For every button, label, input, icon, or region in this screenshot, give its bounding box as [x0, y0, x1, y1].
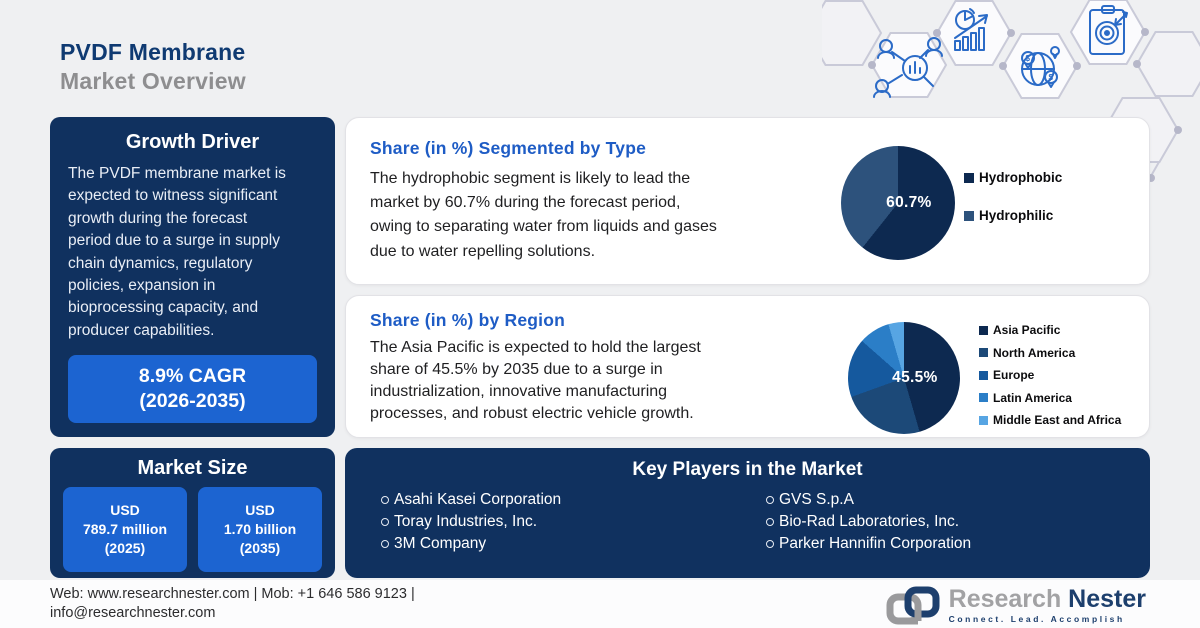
key-player-item: GVS S.p.A	[766, 491, 971, 509]
hexagon-outline	[1135, 31, 1200, 97]
page-title-line1: PVDF Membrane	[60, 39, 246, 65]
legend-item: Latin America	[979, 391, 1121, 405]
region-pie-legend: Asia Pacific North America Europe Latin …	[979, 323, 1121, 436]
share-by-region-card: Share (in %) by Region The Asia Pacific …	[345, 295, 1150, 438]
key-player-item: Toray Industries, Inc.	[381, 513, 766, 531]
market-size-title: Market Size	[137, 457, 248, 479]
logo-tagline: Connect. Lead. Accomplish	[948, 613, 1125, 624]
hexagon-tile	[870, 32, 948, 98]
circle-bullet-icon	[766, 518, 774, 526]
share-by-type-card: Share (in %) Segmented by Type The hydro…	[345, 117, 1150, 285]
circle-bullet-icon	[766, 496, 774, 504]
page-title: PVDF Membrane Market Overview	[60, 38, 246, 96]
key-players-panel: Key Players in the Market Asahi Kasei Co…	[345, 448, 1150, 578]
hexagon-outline	[822, 0, 883, 66]
key-player-item: Bio-Rad Laboratories, Inc.	[766, 513, 971, 531]
footer-contact-info: Web: www.researchnester.com | Mob: +1 64…	[50, 586, 415, 621]
growth-driver-body: The PVDF membrane market is expected to …	[68, 165, 286, 339]
legend-swatch	[979, 325, 988, 335]
cagr-badge: 8.9% CAGR (2026-2035)	[68, 355, 317, 424]
legend-item: North America	[979, 346, 1121, 360]
type-pie-label: 60.7%	[886, 194, 932, 211]
footer: Web: www.researchnester.com | Mob: +1 64…	[0, 580, 1200, 628]
market-size-2025-card: USD 789.7 million (2025)	[63, 487, 187, 572]
share-by-region-heading: Share (in %) by Region	[370, 310, 565, 330]
hexagon-tile	[1001, 33, 1079, 99]
market-research-icon	[873, 37, 943, 98]
svg-text:$: $	[1026, 54, 1031, 63]
logo-wordmark: Research Nester	[948, 584, 1146, 613]
legend-swatch	[964, 172, 974, 183]
circle-bullet-icon	[381, 518, 389, 526]
circle-bullet-icon	[766, 540, 774, 548]
region-pie-label: 45.5%	[892, 369, 938, 386]
circle-bullet-icon	[381, 540, 389, 548]
legend-item: Europe	[979, 368, 1121, 382]
share-by-type-heading: Share (in %) Segmented by Type	[370, 138, 647, 158]
legend-item: Hydrophobic	[964, 170, 1062, 185]
legend-item: Asia Pacific	[979, 323, 1121, 337]
growth-driver-panel: Growth Driver The PVDF membrane market i…	[50, 117, 335, 437]
circle-bullet-icon	[381, 496, 389, 504]
type-pie-chart: 60.7%	[841, 146, 955, 260]
share-by-region-body: The Asia Pacific is expected to hold the…	[370, 339, 701, 422]
legend-swatch	[979, 348, 988, 357]
market-size-panel: Market Size USD 789.7 million (2025) USD…	[50, 448, 335, 578]
chain-links-logo-icon	[886, 586, 940, 625]
growth-driver-title: Growth Driver	[125, 131, 260, 153]
share-by-type-body: The hydrophobic segment is likely to lea…	[370, 170, 717, 260]
key-player-item: Parker Hannifin Corporation	[766, 535, 971, 553]
key-player-item: Asahi Kasei Corporation	[381, 491, 766, 509]
legend-swatch	[979, 370, 988, 380]
region-pie-chart: 45.5%	[848, 322, 960, 434]
target-strategy-icon	[1089, 5, 1128, 55]
legend-item: Hydrophilic	[964, 208, 1062, 223]
legend-swatch	[964, 210, 974, 221]
key-player-item: 3M Company	[381, 535, 766, 553]
svg-text:$: $	[1049, 73, 1054, 82]
type-pie-legend: Hydrophobic Hydrophilic	[964, 170, 1062, 246]
legend-item: Middle East and Africa	[979, 413, 1121, 427]
key-players-title: Key Players in the Market	[632, 459, 863, 480]
legend-swatch	[979, 393, 988, 402]
legend-swatch	[979, 415, 988, 425]
research-nester-logo: Research Nester Connect. Lead. Accomplis…	[884, 584, 1146, 626]
growth-analysis-icon	[954, 8, 988, 51]
market-size-2035-card: USD 1.70 billion (2035)	[198, 487, 322, 572]
page-title-line2: Market Overview	[60, 68, 246, 94]
global-market-icon: $ $	[1021, 46, 1060, 88]
